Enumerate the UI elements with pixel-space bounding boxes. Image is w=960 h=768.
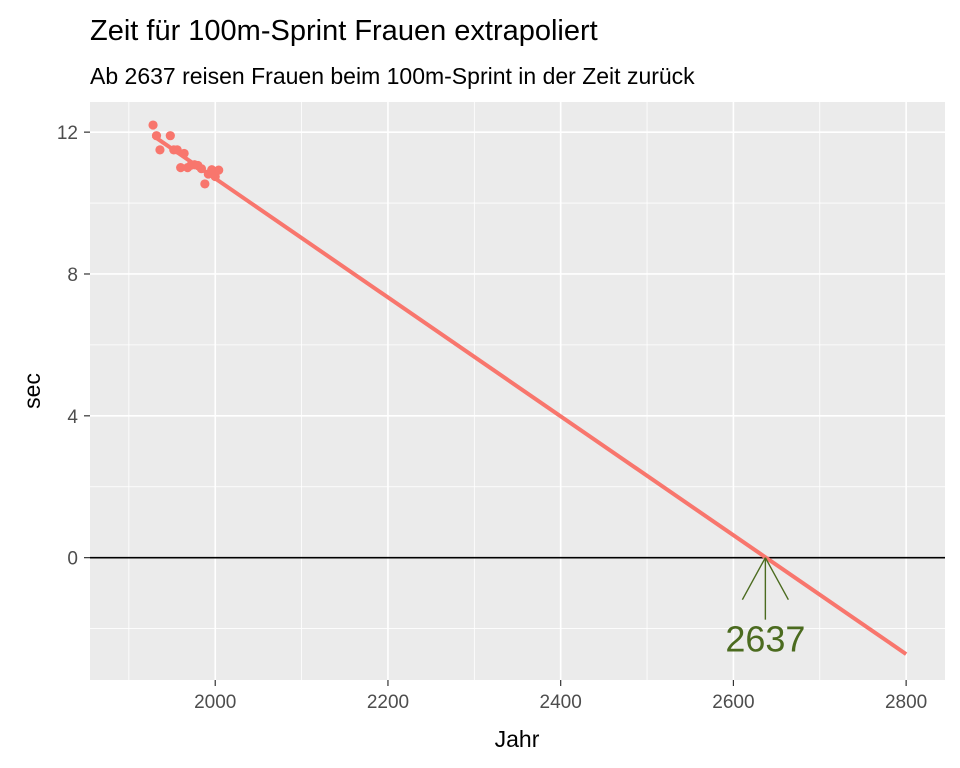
y-axis-title: sec	[19, 373, 45, 409]
data-point-6	[176, 163, 186, 173]
data-point-1	[151, 131, 162, 141]
x-axis-ticks: 2000 2200 2400 2600 2800	[194, 680, 927, 713]
data-points	[148, 120, 224, 189]
x-tick-label-4: 2800	[885, 692, 927, 713]
data-point-17	[214, 165, 224, 175]
data-point-13	[200, 179, 210, 189]
data-point-3	[165, 131, 175, 141]
data-point-5	[172, 145, 182, 155]
annotation-arrow-head-left	[741, 557, 766, 600]
chart-title: Zeit für 100m-Sprint Frauen extrapoliert	[90, 15, 598, 47]
data-point-12	[196, 164, 207, 174]
annotation-group: 2637	[725, 557, 805, 660]
data-point-2	[155, 145, 165, 155]
x-tick-label-1: 2200	[367, 692, 409, 713]
y-tick-label-0: 0	[67, 549, 78, 570]
x-tick-label-2: 2400	[540, 692, 582, 713]
grid-minor	[90, 102, 945, 680]
regression-line	[151, 134, 908, 656]
x-tick-label-3: 2600	[712, 692, 754, 713]
x-axis-title: Jahr	[495, 726, 540, 752]
x-tick-label-0: 2000	[194, 692, 236, 713]
annotation-label: 2637	[725, 619, 805, 660]
annotation-arrow-head-right	[764, 557, 789, 600]
data-point-0	[148, 120, 158, 130]
y-tick-label-1: 4	[67, 407, 78, 428]
y-tick-label-3: 12	[57, 123, 78, 144]
y-axis-ticks: 0 4 8 12	[57, 123, 90, 570]
chart-subtitle: Ab 2637 reisen Frauen beim 100m-Sprint i…	[90, 63, 695, 89]
data-point-7	[179, 148, 189, 159]
y-tick-label-2: 8	[67, 265, 78, 286]
